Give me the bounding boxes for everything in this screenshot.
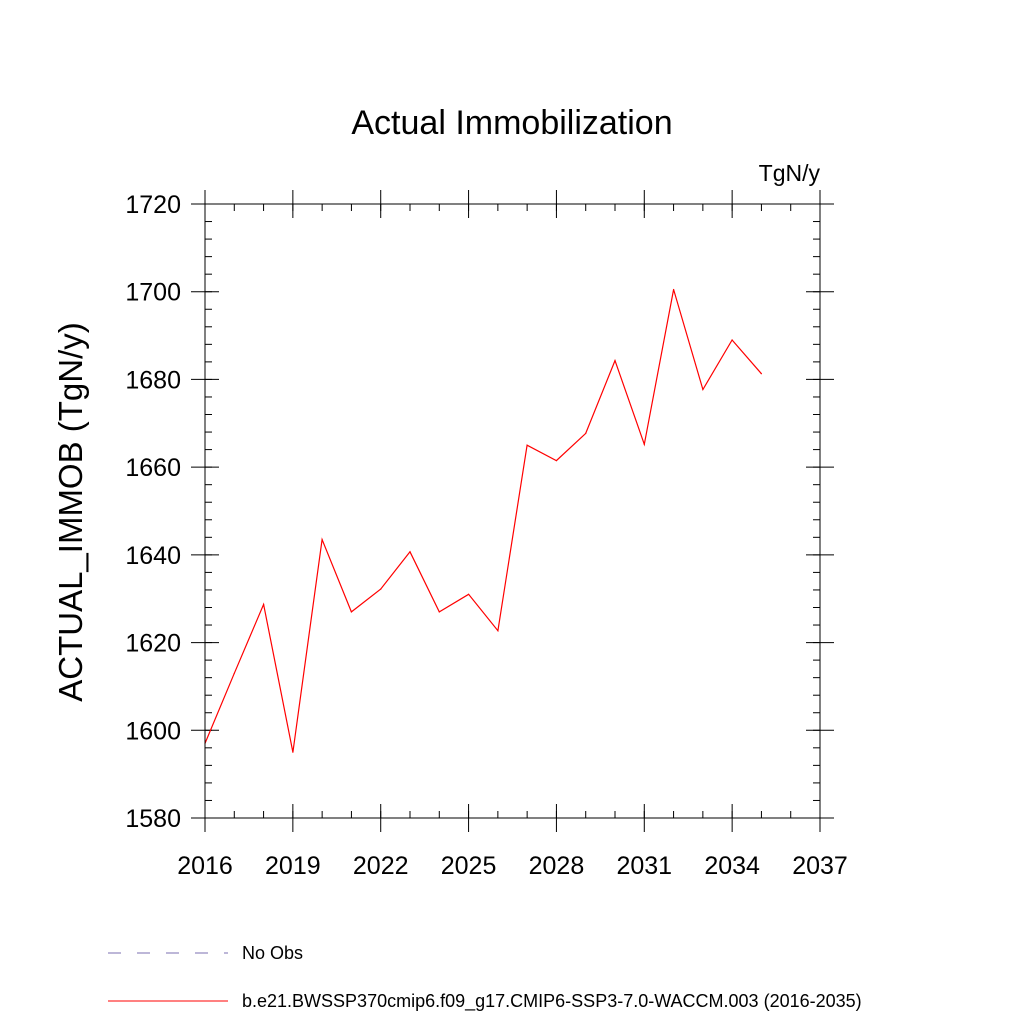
data-point [555,460,558,462]
data-point [702,388,704,391]
axis-ticks [191,190,834,832]
x-tick-label: 2028 [529,852,585,880]
y-tick-label: 1620 [125,630,181,658]
data-point [409,551,411,553]
y-tick-label: 1580 [125,805,181,833]
y-tick-label: 1660 [125,454,181,482]
data-point [526,444,528,446]
data-point [380,588,382,590]
data-point [643,443,645,445]
chart-title: Actual Immobilization [351,104,672,142]
data-point [263,603,265,606]
series-layer [204,288,763,753]
data-point [321,538,323,541]
data-point [585,432,587,434]
series-line [204,289,762,753]
data-point [673,288,675,291]
data-point [292,751,294,753]
legend-label-no-obs: No Obs [242,943,303,963]
y-tick-label: 1700 [125,279,181,307]
data-point [438,611,440,613]
plot-frame [204,203,821,819]
data-point [614,360,616,362]
x-tick-label: 2034 [704,852,760,880]
data-point [468,593,470,595]
x-tick-label: 2016 [177,852,233,880]
data-point [497,630,499,632]
legend-label-model: b.e21.BWSSP370cmip6.f09_g17.CMIP6-SSP3-7… [242,991,862,1012]
x-tick-label: 2031 [616,852,672,880]
y-tick-label: 1680 [125,366,181,394]
y-axis-title: ACTUAL_IMMOB (TgN/y) [52,322,89,702]
x-tick-label: 2019 [265,852,321,880]
data-point [760,373,763,375]
y-tick-label: 1720 [125,191,181,219]
y-tick-label: 1640 [125,542,181,570]
x-tick-label: 2037 [792,852,848,880]
legend: No Obs b.e21.BWSSP370cmip6.f09_g17.CMIP6… [108,943,862,1012]
x-tick-label: 2025 [441,852,497,880]
tick-labels: 2016 2019 2022 2025 2028 2031 2034 2037 1580 1600… [125,191,847,880]
data-point [350,611,352,613]
data-point [233,672,235,674]
data-point [731,339,733,341]
units-label: TgN/y [759,160,821,186]
y-tick-label: 1600 [125,717,181,745]
x-tick-label: 2022 [353,852,409,880]
